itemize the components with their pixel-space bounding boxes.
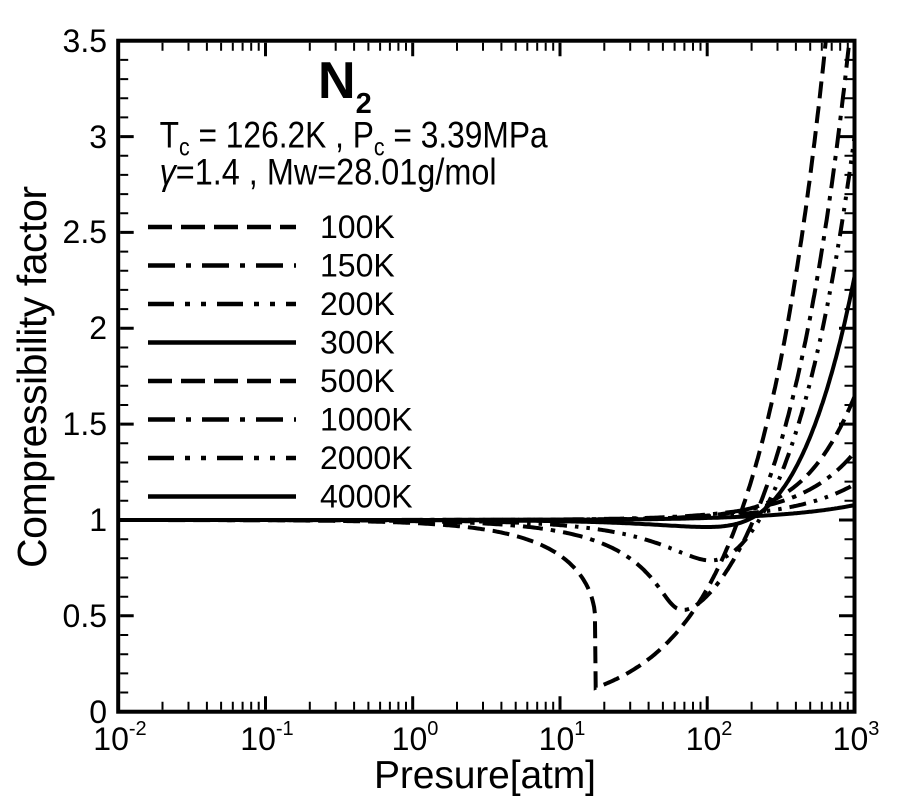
svg-text:Tc = 126.2K , Pc = 3.39MPa: Tc = 126.2K , Pc = 3.39MPa [160, 114, 548, 161]
svg-text:4000K: 4000K [320, 479, 413, 515]
svg-text:3: 3 [89, 119, 107, 155]
svg-text:N2: N2 [318, 52, 372, 120]
svg-text:2: 2 [89, 310, 107, 346]
svg-text:200K: 200K [320, 286, 395, 322]
svg-text:0: 0 [89, 694, 107, 730]
svg-text:2000K: 2000K [320, 440, 413, 476]
svg-text:3.5: 3.5 [63, 23, 107, 59]
svg-text:100K: 100K [320, 209, 395, 245]
svg-text:γ=1.4 , Mw=28.01g/mol: γ=1.4 , Mw=28.01g/mol [160, 152, 497, 193]
svg-text:Compressibility factor: Compressibility factor [9, 186, 55, 568]
svg-text:1: 1 [89, 502, 107, 538]
svg-text:1000K: 1000K [320, 402, 413, 438]
svg-text:150K: 150K [320, 248, 395, 284]
svg-text:0.5: 0.5 [63, 598, 107, 634]
svg-text:500K: 500K [320, 363, 395, 399]
svg-text:300K: 300K [320, 325, 395, 361]
svg-text:2.5: 2.5 [63, 214, 107, 250]
svg-text:1.5: 1.5 [63, 406, 107, 442]
svg-text:Presure[atm]: Presure[atm] [374, 754, 596, 797]
